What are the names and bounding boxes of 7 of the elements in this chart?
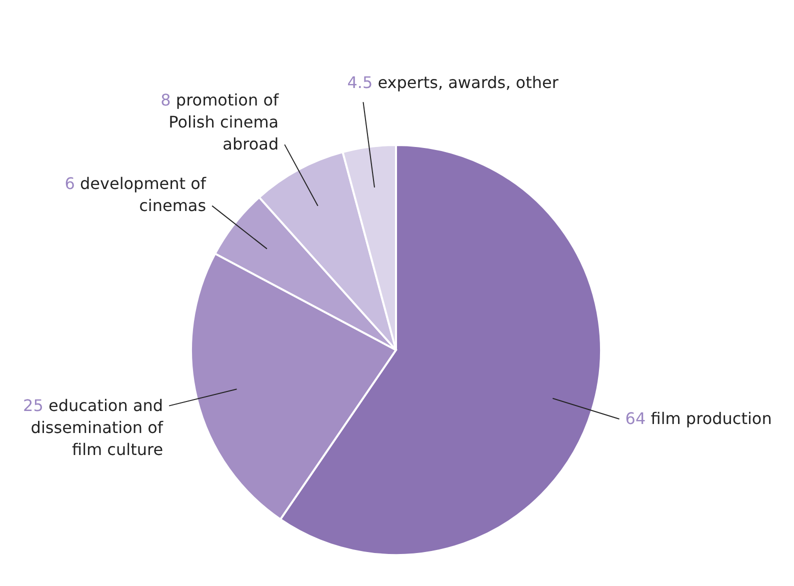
slice-label: development of cinemas [80, 174, 206, 215]
data-label: 4.5 [347, 73, 378, 92]
data-label: 25 [23, 396, 48, 415]
slice-label: experts, awards, other [378, 73, 558, 92]
slice-label: film production [650, 408, 772, 428]
data-label: 6 [64, 174, 80, 193]
data-label: 64 [625, 408, 651, 428]
